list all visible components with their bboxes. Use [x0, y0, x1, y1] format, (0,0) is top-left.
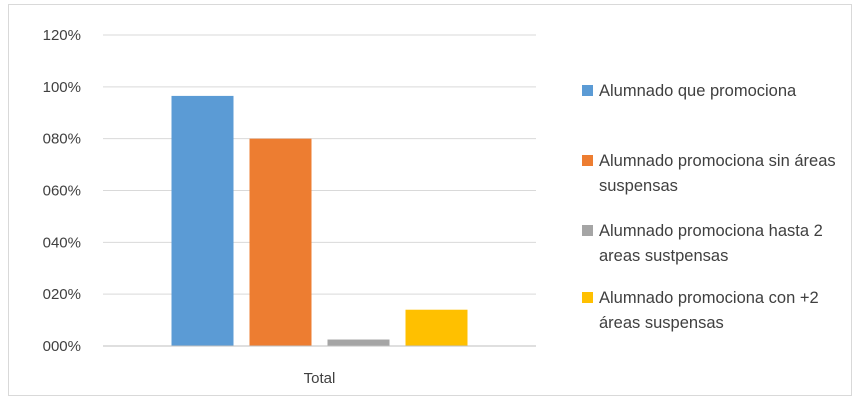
legend-label: Alumnado promociona sin áreas suspensas: [599, 152, 836, 195]
legend-label: Alumnado que promociona: [599, 82, 797, 100]
legend-item: Alumnado promociona sin áreas suspensas: [582, 149, 851, 199]
bar: [171, 95, 234, 346]
legend-swatch: [582, 155, 593, 166]
legend-swatch: [582, 292, 593, 303]
bars: [171, 95, 468, 346]
bar: [327, 339, 390, 346]
legend-item: Alumnado promociona hasta 2 areas sustpe…: [582, 219, 851, 269]
y-tick-label: 080%: [43, 131, 81, 148]
x-category-label: Total: [304, 370, 336, 387]
bar-chart: 000% 020% 040% 060% 080% 100% 120% Total: [43, 27, 536, 387]
bar: [405, 309, 468, 346]
legend-label: Alumnado promociona con +2 áreas suspens…: [599, 289, 819, 332]
bar: [249, 138, 312, 346]
legend-swatch: [582, 225, 593, 236]
legend-item: Alumnado promociona con +2 áreas suspens…: [582, 286, 851, 336]
x-axis-category-labels: Total: [304, 370, 336, 387]
gridlines: [103, 34, 536, 295]
legend-swatch: [582, 85, 593, 96]
y-tick-label: 040%: [43, 234, 81, 251]
y-tick-label: 060%: [43, 183, 81, 200]
y-tick-label: 000%: [43, 338, 81, 355]
legend-item: Alumnado que promociona: [582, 79, 851, 104]
legend-label: Alumnado promociona hasta 2 areas sustpe…: [599, 222, 823, 265]
y-tick-label: 100%: [43, 79, 81, 96]
y-tick-label: 020%: [43, 286, 81, 303]
y-tick-label: 120%: [43, 27, 81, 44]
chart-frame: 000% 020% 040% 060% 080% 100% 120% Total Alumn…: [8, 4, 852, 396]
y-axis-tick-labels: 000% 020% 040% 060% 080% 100% 120%: [43, 27, 81, 355]
